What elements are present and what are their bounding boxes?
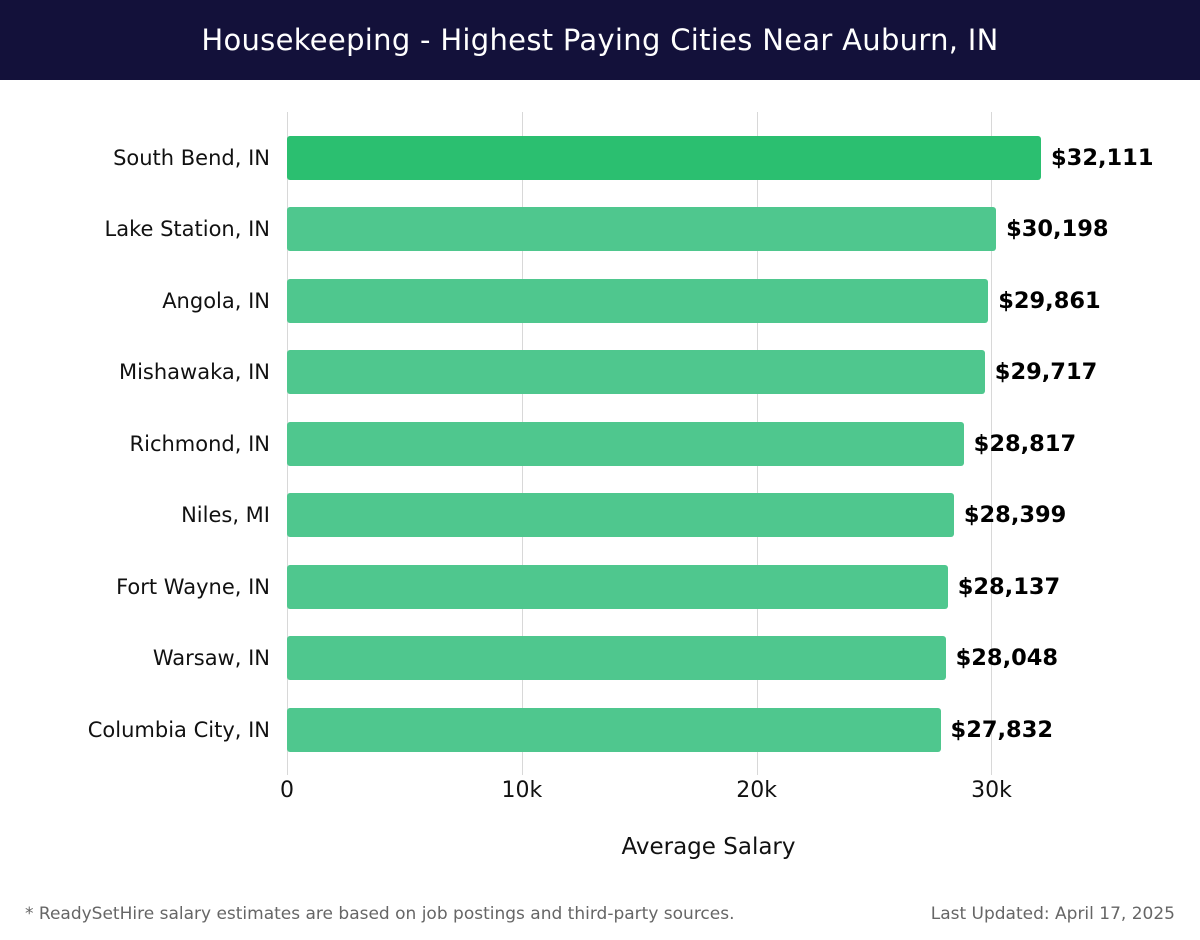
bar-track: $28,048 bbox=[287, 636, 1130, 681]
bar-value: $28,137 bbox=[957, 573, 1061, 600]
bar-row: Angola, IN $29,861 bbox=[0, 265, 1200, 337]
bar-row: Warsaw, IN $28,048 bbox=[0, 623, 1200, 695]
bar-row: Lake Station, IN $30,198 bbox=[0, 194, 1200, 266]
bar-value: $30,198 bbox=[1006, 216, 1109, 243]
bar-label: Niles, MI bbox=[181, 503, 270, 528]
bar-chart: South Bend, IN $32,111 Lake Station, IN … bbox=[0, 112, 1200, 860]
bar-rows: South Bend, IN $32,111 Lake Station, IN … bbox=[0, 122, 1200, 766]
last-updated: Last Updated: April 17, 2025 bbox=[930, 904, 1175, 924]
bar-value: $28,048 bbox=[955, 645, 1059, 672]
bar-label: Angola, IN bbox=[162, 288, 270, 313]
bar bbox=[287, 421, 964, 466]
bar-label: Warsaw, IN bbox=[152, 646, 270, 671]
bar-row: Niles, MI $28,399 bbox=[0, 480, 1200, 552]
bar-value: $28,399 bbox=[963, 502, 1067, 529]
bar-track: $28,399 bbox=[287, 493, 1130, 538]
bar-track: $29,717 bbox=[287, 350, 1130, 395]
bar bbox=[287, 564, 948, 609]
chart-title: Housekeeping - Highest Paying Cities Nea… bbox=[201, 23, 999, 57]
x-axis-tick-label: 0 bbox=[280, 777, 294, 803]
bar-row: Columbia City, IN $27,832 bbox=[0, 694, 1200, 766]
bar-row: Richmond, IN $28,817 bbox=[0, 408, 1200, 480]
bar-track: $28,137 bbox=[287, 564, 1130, 609]
bar-value: $32,111 bbox=[1051, 144, 1154, 171]
bar-row: South Bend, IN $32,111 bbox=[0, 122, 1200, 194]
bar-label: South Bend, IN bbox=[113, 145, 270, 170]
x-axis-tick-label: 20k bbox=[736, 777, 777, 803]
bar-track: $27,832 bbox=[287, 707, 1130, 752]
bar-label: Fort Wayne, IN bbox=[116, 574, 270, 599]
bar-label: Mishawaka, IN bbox=[118, 360, 270, 385]
bar bbox=[287, 135, 1042, 180]
bar-label: Lake Station, IN bbox=[104, 217, 271, 242]
x-axis-ticks: 0 10k 20k 30k bbox=[280, 777, 1130, 810]
bar-label: Richmond, IN bbox=[129, 431, 270, 456]
bar-track: $28,817 bbox=[287, 421, 1130, 466]
bar-value: $27,832 bbox=[950, 716, 1054, 743]
bar bbox=[287, 493, 954, 538]
x-axis-tick-label: 30k bbox=[971, 777, 1012, 803]
x-axis-tick-label: 10k bbox=[501, 777, 543, 803]
page-header: Housekeeping - Highest Paying Cities Nea… bbox=[0, 0, 1200, 80]
footnote: * ReadySetHire salary estimates are base… bbox=[25, 904, 735, 924]
bar-track: $32,111 bbox=[287, 135, 1154, 180]
bar-value: $28,817 bbox=[973, 430, 1077, 457]
bar-value: $29,861 bbox=[998, 287, 1101, 314]
bar bbox=[287, 350, 985, 395]
bar bbox=[287, 636, 946, 681]
bar-label: Columbia City, IN bbox=[87, 717, 270, 742]
bar bbox=[287, 707, 941, 752]
gridline bbox=[991, 112, 993, 775]
bar-track: $29,861 bbox=[287, 278, 1130, 323]
bar bbox=[287, 278, 989, 323]
bar bbox=[287, 207, 997, 252]
bar-value: $29,717 bbox=[994, 359, 1098, 386]
x-axis-label: Average Salary bbox=[621, 833, 796, 860]
footer: * ReadySetHire salary estimates are base… bbox=[25, 904, 1175, 924]
bar-track: $30,198 bbox=[287, 207, 1130, 252]
bar-row: Mishawaka, IN $29,717 bbox=[0, 337, 1200, 409]
bar-row: Fort Wayne, IN $28,137 bbox=[0, 551, 1200, 623]
